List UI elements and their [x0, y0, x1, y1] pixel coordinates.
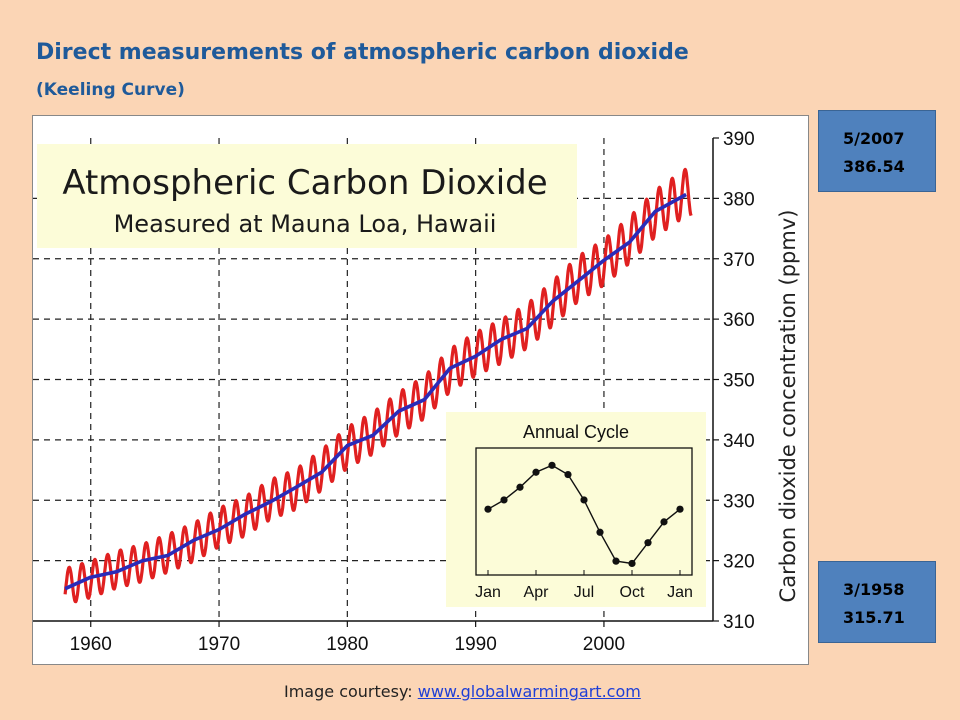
annual-cycle-point [564, 470, 572, 479]
y-tick-label: 370 [723, 250, 755, 271]
title-box [37, 144, 577, 248]
y-axis-label: Carbon dioxide concentration (ppmv) [776, 210, 800, 603]
axis-ticks: 310 320 330 340 350 360 370 380 390 1960 1970 1980 1… [70, 129, 755, 655]
callout-earliest-date: 3/1958 [843, 580, 905, 599]
annual-cycle-point [532, 468, 540, 476]
trend-series-group [64, 192, 687, 591]
y-tick-label: 320 [723, 552, 755, 573]
annual-cycle-point [676, 505, 684, 513]
chart-title: Atmospheric Carbon Dioxide [62, 163, 547, 203]
annual-cycle-point [596, 528, 604, 536]
y-tick-label: 330 [723, 491, 755, 512]
inset-tick-label: Apr [524, 584, 550, 601]
keeling-curve-figure: 310 320 330 340 350 360 370 380 390 1960 1970 1980 1… [32, 115, 809, 665]
keeling-curve-chart: 310 320 330 340 350 360 370 380 390 1960 1970 1980 1… [33, 129, 800, 655]
callout-earliest: 3/1958 315.71 [818, 561, 936, 643]
monthly-series-group [63, 167, 693, 604]
monthly-co2-line [63, 167, 693, 604]
annual-cycle-point [484, 505, 492, 513]
annual-cycle-point [612, 557, 620, 565]
annual-cycle-point [548, 461, 556, 469]
x-tick-label: 1990 [455, 634, 497, 655]
y-tick-label: 380 [723, 189, 755, 210]
callout-latest-date: 5/2007 [843, 129, 905, 148]
x-tick-label: 1980 [326, 634, 368, 655]
slide-title: Direct measurements of atmospheric carbo… [36, 40, 689, 65]
inset-title: Annual Cycle [523, 422, 629, 442]
annual-cycle-point [660, 518, 668, 526]
annual-cycle-point [516, 483, 524, 491]
inset-tick-label: Oct [620, 584, 645, 601]
callout-earliest-value: 315.71 [843, 608, 905, 627]
axes-group [33, 138, 714, 622]
callout-latest: 5/2007 386.54 [818, 110, 936, 192]
image-credit: Image courtesy: www.globalwarmingart.com [284, 682, 641, 701]
credit-link[interactable]: www.globalwarmingart.com [417, 682, 641, 701]
annual-cycle-point [628, 559, 636, 568]
x-tick-label: 1970 [198, 634, 240, 655]
credit-prefix: Image courtesy: [284, 682, 418, 701]
y-tick-label: 390 [723, 129, 755, 150]
y-tick-label: 340 [723, 431, 755, 452]
inset-tick-label: Jan [475, 584, 501, 601]
y-tick-label: 350 [723, 371, 755, 392]
x-tick-label: 1960 [70, 634, 112, 655]
trend-co2-line [64, 192, 687, 591]
annual-cycle-point [500, 496, 508, 504]
annual-cycle-point [580, 496, 588, 504]
x-tick-label: 2000 [583, 634, 625, 655]
callout-latest-value: 386.54 [843, 157, 905, 176]
y-tick-label: 310 [723, 612, 755, 633]
inset-tick-label: Jan [667, 584, 693, 601]
slide-subtitle: (Keeling Curve) [36, 80, 185, 100]
inset-tick-label: Jul [574, 584, 594, 601]
y-tick-label: 360 [723, 310, 755, 331]
annual-cycle-point [644, 539, 652, 547]
annual-cycle-inset: Annual Cycle Jan Apr Jul Oct Jan [446, 412, 706, 607]
chart-subtitle: Measured at Mauna Loa, Hawaii [114, 210, 497, 238]
